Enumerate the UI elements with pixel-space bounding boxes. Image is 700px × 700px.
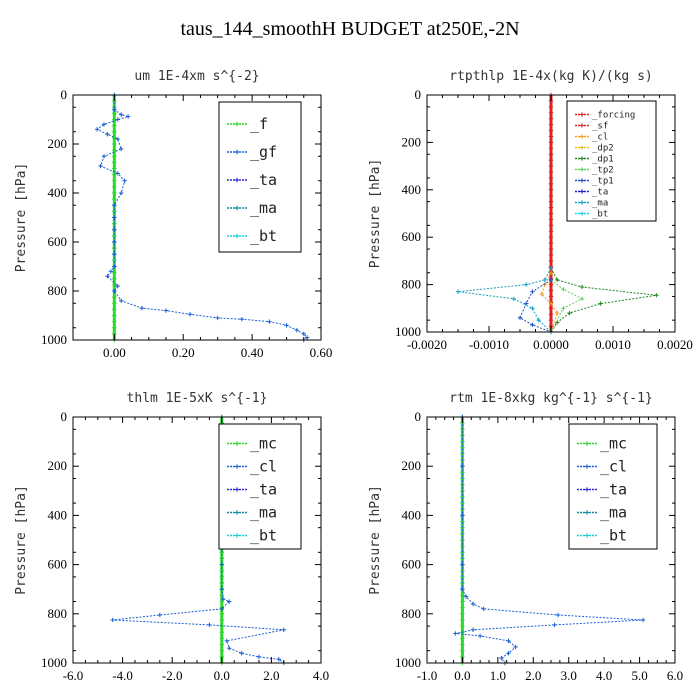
x-tick-label: 3.0 bbox=[561, 668, 577, 683]
y-tick-label: 1000 bbox=[41, 655, 67, 670]
panel-title: thlm 1E-5xK s^{-1} bbox=[127, 391, 268, 406]
x-tick-label: 4.0 bbox=[596, 668, 612, 683]
series-line-dp1 bbox=[550, 267, 657, 333]
legend-entry: _forcing bbox=[592, 111, 635, 121]
legend-box bbox=[568, 423, 658, 550]
legend-entry: _bt bbox=[250, 227, 277, 245]
legend-entry: _f bbox=[250, 115, 268, 133]
legend-entry: _ta bbox=[250, 481, 277, 499]
y-axis-label: Pressure [hPa] bbox=[368, 485, 383, 595]
y-tick-label: 1000 bbox=[395, 324, 421, 339]
y-tick-label: 600 bbox=[402, 229, 422, 244]
x-tick-label: -4.0 bbox=[112, 668, 133, 683]
chart-panel-1: um 1E-4xm s^{-2} Pressure [hPa] 0.00 0.20 0.… bbox=[14, 69, 332, 360]
legend-entry: _ta bbox=[250, 171, 277, 189]
x-tick-label: -6.0 bbox=[63, 668, 84, 683]
y-tick-label: 800 bbox=[402, 277, 422, 292]
legend-entry: _cl bbox=[592, 133, 608, 143]
series-line-cl bbox=[541, 272, 558, 333]
legend-box bbox=[218, 101, 302, 253]
legend-entry: _bt bbox=[250, 527, 277, 545]
legend-box bbox=[218, 423, 302, 550]
y-tick-label: 200 bbox=[48, 136, 68, 151]
x-tick-label: 0.00 bbox=[103, 345, 126, 360]
x-tick-label: 6.0 bbox=[667, 668, 683, 683]
x-tick-label: -0.0010 bbox=[469, 337, 509, 352]
y-tick-label: 600 bbox=[48, 557, 68, 572]
chart-panel-4: rtm 1E-8xkg kg^{-1} s^{-1} Pressure [hPa]… bbox=[368, 391, 683, 683]
y-tick-label: 0 bbox=[61, 87, 68, 102]
x-tick-label: 2.0 bbox=[525, 668, 541, 683]
x-tick-label: 0.40 bbox=[241, 345, 264, 360]
x-tick-label: 4.0 bbox=[313, 668, 329, 683]
x-tick-label: -2.0 bbox=[162, 668, 183, 683]
legend-entry: _cl bbox=[600, 458, 627, 476]
figure-title: taus_144_smoothH BUDGET at250E,-2N bbox=[180, 18, 520, 40]
y-tick-label: 400 bbox=[48, 507, 68, 522]
legend-entry: _cl bbox=[250, 458, 277, 476]
legend-entry: _ma bbox=[250, 199, 277, 217]
y-tick-label: 0 bbox=[415, 409, 422, 424]
series-line-tp1 bbox=[519, 279, 552, 333]
x-tick-label: 5.0 bbox=[631, 668, 647, 683]
legend-entry: _tp2 bbox=[592, 166, 614, 176]
plot-frame bbox=[72, 94, 322, 341]
legend-entry: _dp1 bbox=[592, 155, 614, 165]
legend-entry: _bt bbox=[592, 210, 608, 220]
y-tick-label: 600 bbox=[48, 234, 68, 249]
x-tick-label: 0.20 bbox=[172, 345, 195, 360]
y-tick-label: 400 bbox=[48, 185, 68, 200]
chart-panel-3: thlm 1E-5xK s^{-1} Pressure [hPa] -6.0 -4.0… bbox=[14, 391, 329, 683]
panel-title: um 1E-4xm s^{-2} bbox=[134, 69, 259, 84]
y-tick-label: 200 bbox=[48, 458, 68, 473]
x-tick-label: 1.0 bbox=[490, 668, 506, 683]
panel-title: rtm 1E-8xkg kg^{-1} s^{-1} bbox=[449, 391, 653, 406]
x-tick-label: -0.0020 bbox=[407, 337, 447, 352]
y-tick-label: 600 bbox=[402, 557, 422, 572]
x-tick-label: -1.0 bbox=[417, 668, 438, 683]
y-axis-label: Pressure [hPa] bbox=[14, 485, 29, 595]
x-tick-label: 2.0 bbox=[263, 668, 279, 683]
series-line-cl bbox=[112, 417, 285, 664]
y-axis-label: Pressure [hPa] bbox=[368, 159, 383, 269]
y-tick-label: 800 bbox=[48, 606, 68, 621]
y-tick-label: 400 bbox=[402, 507, 422, 522]
y-tick-label: 1000 bbox=[395, 655, 421, 670]
x-tick-label: 0.0020 bbox=[657, 337, 693, 352]
y-tick-label: 0 bbox=[415, 87, 422, 102]
legend-entry: _ma bbox=[250, 504, 277, 522]
legend-entry: _mc bbox=[600, 435, 627, 453]
y-tick-label: 1000 bbox=[41, 332, 67, 347]
y-tick-label: 200 bbox=[402, 134, 422, 149]
x-tick-label: 0.0 bbox=[454, 668, 470, 683]
y-tick-label: 800 bbox=[48, 283, 68, 298]
legend-entry: _gf bbox=[250, 143, 277, 161]
legend-entry: _dp2 bbox=[592, 144, 614, 154]
legend-entry: _ma bbox=[592, 199, 608, 209]
legend-entry: _ta bbox=[592, 188, 608, 198]
panel-title: rtpthlp 1E-4x(kg K)/(kg s) bbox=[449, 69, 653, 84]
series-line-ma bbox=[457, 267, 552, 333]
x-tick-label: 0.0010 bbox=[595, 337, 631, 352]
x-tick-label: 0.60 bbox=[310, 345, 333, 360]
y-tick-label: 800 bbox=[402, 606, 422, 621]
y-axis-label: Pressure [hPa] bbox=[14, 163, 29, 273]
legend-entry: _ta bbox=[600, 481, 627, 499]
legend-entry: _mc bbox=[250, 435, 277, 453]
x-tick-label: 0.0000 bbox=[533, 337, 569, 352]
legend-entry: _ma bbox=[600, 504, 627, 522]
y-tick-label: 0 bbox=[61, 409, 68, 424]
legend-entry: _tp1 bbox=[592, 177, 614, 187]
x-tick-label: 0.0 bbox=[214, 668, 230, 683]
legend-entry: _sf bbox=[592, 122, 608, 132]
y-tick-label: 200 bbox=[402, 458, 422, 473]
chart-panel-2: rtpthlp 1E-4x(kg K)/(kg s) Pressure [hPa]… bbox=[368, 69, 693, 352]
series-line-tp2 bbox=[550, 279, 584, 333]
legend-entry: _bt bbox=[600, 527, 627, 545]
y-tick-label: 400 bbox=[402, 182, 422, 197]
